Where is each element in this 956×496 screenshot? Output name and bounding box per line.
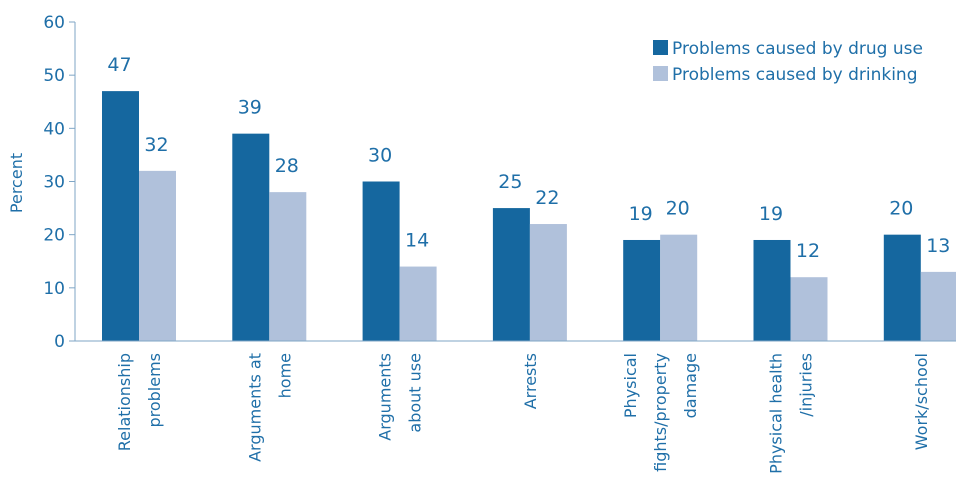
x-tick-label-line: Arguments: [376, 353, 395, 441]
data-label: 25: [498, 171, 522, 193]
data-label: 20: [666, 198, 690, 220]
x-tick-label: Work/school: [912, 353, 931, 450]
bar-drug-use-0: [102, 91, 139, 341]
bar-drug-use-6: [883, 234, 921, 341]
y-tick-label: 20: [43, 226, 65, 246]
y-tick-label: 0: [54, 332, 65, 352]
data-label: 14: [405, 230, 429, 252]
bar-drinking-5: [790, 277, 828, 341]
x-tick-label-line: problems: [145, 353, 164, 428]
data-label: 19: [629, 203, 653, 225]
x-tick-label-line: home: [275, 353, 294, 398]
legend-swatch-0: [653, 40, 668, 55]
x-tick-label: Arguments about use: [376, 353, 425, 441]
data-label: 12: [796, 240, 820, 262]
bar-drinking-6: [920, 271, 956, 341]
bar-drinking-2: [399, 266, 437, 341]
x-tick-label-line: /injuries: [797, 353, 816, 417]
x-tick-label-line: about use: [406, 353, 425, 433]
data-label: 39: [238, 97, 262, 119]
x-tick-label-line: Relationship: [115, 353, 134, 451]
x-tick-label: Arrests: [521, 353, 540, 409]
bar-drinking-3: [529, 224, 567, 341]
y-tick-label: 30: [43, 173, 65, 193]
bar-drinking-1: [269, 192, 307, 341]
data-label: 19: [759, 203, 783, 225]
x-tick-label-line: Arguments at: [245, 353, 264, 462]
x-tick-label-line: damage: [681, 353, 700, 418]
x-tick-label: Physical health/injuries: [767, 353, 816, 474]
data-label: 28: [275, 155, 299, 177]
bar-drinking-0: [139, 170, 176, 341]
y-axis-title: Percent: [7, 153, 26, 213]
legend-label-0: Problems caused by drug use: [672, 39, 923, 59]
legend: Problems caused by drug use Problems caus…: [653, 39, 923, 85]
bar-drug-use-4: [623, 239, 661, 341]
x-tick-label-line: Physical health: [767, 353, 786, 474]
bar-drug-use-1: [232, 133, 270, 341]
data-label: 32: [144, 134, 168, 156]
x-tick-label: Relationship problems: [115, 353, 164, 451]
x-tick-label-line: Arrests: [521, 353, 540, 409]
bar-drug-use-2: [362, 181, 400, 341]
x-tick-label-line: fights/property: [651, 353, 670, 472]
data-label: 22: [535, 187, 559, 209]
x-axis: Relationship problems Arguments at home Argu…: [75, 340, 956, 474]
legend-swatch-1: [653, 66, 668, 81]
legend-label-1: Problems caused by drinking: [672, 65, 917, 85]
bar-drinking-4: [660, 234, 698, 341]
bar-drug-use-5: [753, 239, 791, 341]
y-tick-label: 40: [43, 119, 65, 139]
data-labels: 47 32 39 28 30 14 25 22 19 20 19 12 20 13: [107, 54, 950, 262]
x-tick-label-line: Physical: [621, 353, 640, 418]
bar-drug-use-3: [492, 208, 530, 341]
data-label: 47: [107, 54, 131, 76]
x-tick-label-line: Work/school: [912, 353, 931, 450]
y-tick-label: 10: [43, 279, 65, 299]
x-tick-label: Arguments at home: [245, 353, 294, 462]
bars: [102, 91, 956, 341]
y-tick-label: 50: [43, 66, 65, 86]
data-label: 20: [889, 198, 913, 220]
data-label: 30: [368, 145, 392, 167]
y-axis: 0 10 20 30 40 50 60: [43, 13, 76, 352]
y-tick-label: 60: [43, 13, 65, 33]
x-tick-label: Physical fights/property damage: [621, 353, 700, 472]
data-label: 13: [926, 235, 950, 257]
